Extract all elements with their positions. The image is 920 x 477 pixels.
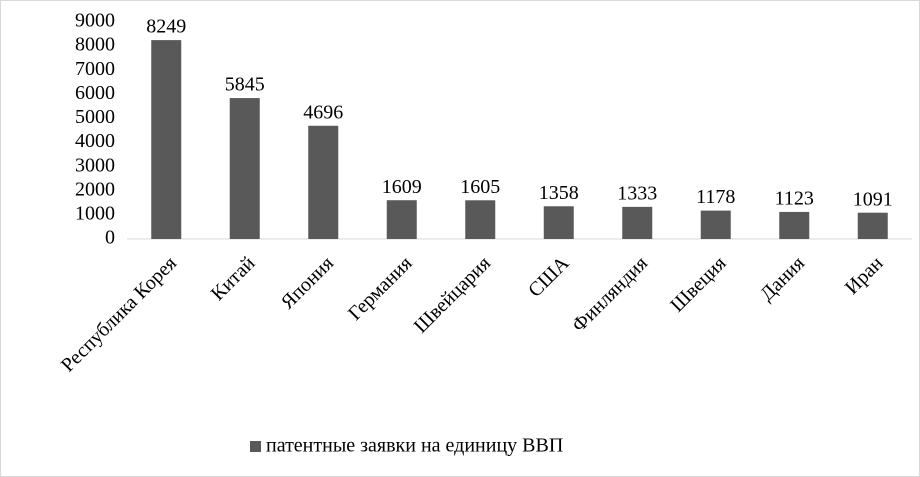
bar xyxy=(151,40,182,239)
x-tick-label: Иран xyxy=(841,252,888,299)
x-tick-label: Швейцария xyxy=(410,252,495,337)
y-tick-label: 7000 xyxy=(75,58,115,80)
x-tick-label: США xyxy=(524,252,574,302)
y-tick-label: 8000 xyxy=(75,34,115,56)
x-tick-label: Финляндия xyxy=(568,252,652,336)
y-tick-label: 0 xyxy=(105,227,115,249)
x-tick-label: Дания xyxy=(756,252,809,305)
data-label: 8249 xyxy=(146,16,186,38)
bar xyxy=(386,200,417,239)
data-label: 5845 xyxy=(225,74,265,96)
y-tick-label: 3000 xyxy=(75,154,115,176)
bar xyxy=(229,98,260,239)
y-tick-label: 2000 xyxy=(75,178,115,200)
bar xyxy=(700,210,731,239)
data-label: 1609 xyxy=(382,176,422,198)
bar xyxy=(543,206,574,239)
data-label: 1123 xyxy=(775,188,814,210)
y-tick-label: 5000 xyxy=(75,106,115,128)
x-tick-label: Германия xyxy=(344,252,417,325)
y-tick-label: 4000 xyxy=(75,130,115,152)
data-label: 1333 xyxy=(617,182,657,204)
bar xyxy=(779,211,810,239)
x-tick-label: Республика Корея xyxy=(57,252,181,376)
y-tick-label: 1000 xyxy=(75,202,115,224)
legend-swatch xyxy=(250,441,261,452)
bar xyxy=(465,200,496,239)
y-tick-label: 9000 xyxy=(75,10,115,32)
x-tick-label: Швеция xyxy=(666,252,730,316)
x-tick-label: Китай xyxy=(207,252,260,305)
data-label: 4696 xyxy=(303,101,343,123)
bar xyxy=(622,206,653,239)
x-tick-label: Япония xyxy=(277,252,338,313)
data-label: 1091 xyxy=(853,188,893,210)
bar xyxy=(308,125,339,239)
data-label: 1358 xyxy=(539,182,579,204)
legend-label: патентные заявки на единицу ВВП xyxy=(266,435,563,457)
bar xyxy=(857,212,888,239)
data-label: 1605 xyxy=(460,176,500,198)
data-label: 1178 xyxy=(696,186,735,208)
y-tick-label: 6000 xyxy=(75,82,115,104)
